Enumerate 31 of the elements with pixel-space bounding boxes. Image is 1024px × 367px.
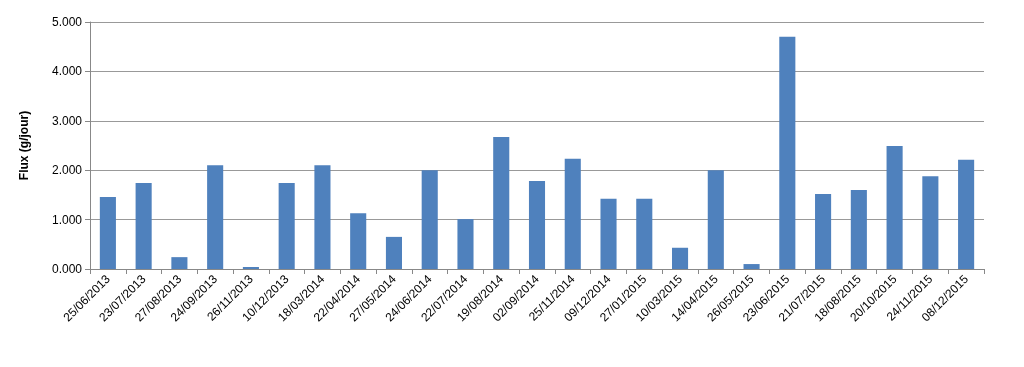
bar [564,158,581,269]
y-tick-label: 5.000 [51,15,83,29]
y-tick-label: 2.000 [51,163,83,178]
bar [922,176,939,269]
y-tick-label: 4.000 [51,64,83,79]
bar [886,145,903,269]
bar [815,193,832,269]
bar [671,247,689,269]
bar [493,137,510,269]
bar [743,264,760,269]
bar [314,165,331,269]
y-tick-label: 1.000 [51,212,83,227]
bar [207,165,224,269]
y-tick-label: 3.000 [51,113,83,128]
bar [707,170,724,269]
bar [958,159,975,269]
bar [278,183,295,269]
y-tick-label: 0.000 [51,262,83,276]
bar [636,198,653,269]
bar [171,257,188,269]
bar [528,181,546,269]
bar [600,198,617,269]
bar [350,213,367,269]
bar [779,36,796,269]
bar [99,196,116,269]
y-axis-title: Flux (g/jour) [17,110,31,181]
bar [421,170,438,269]
bar [135,183,152,269]
bar [457,219,474,269]
bar [850,189,867,269]
bar [385,236,403,269]
